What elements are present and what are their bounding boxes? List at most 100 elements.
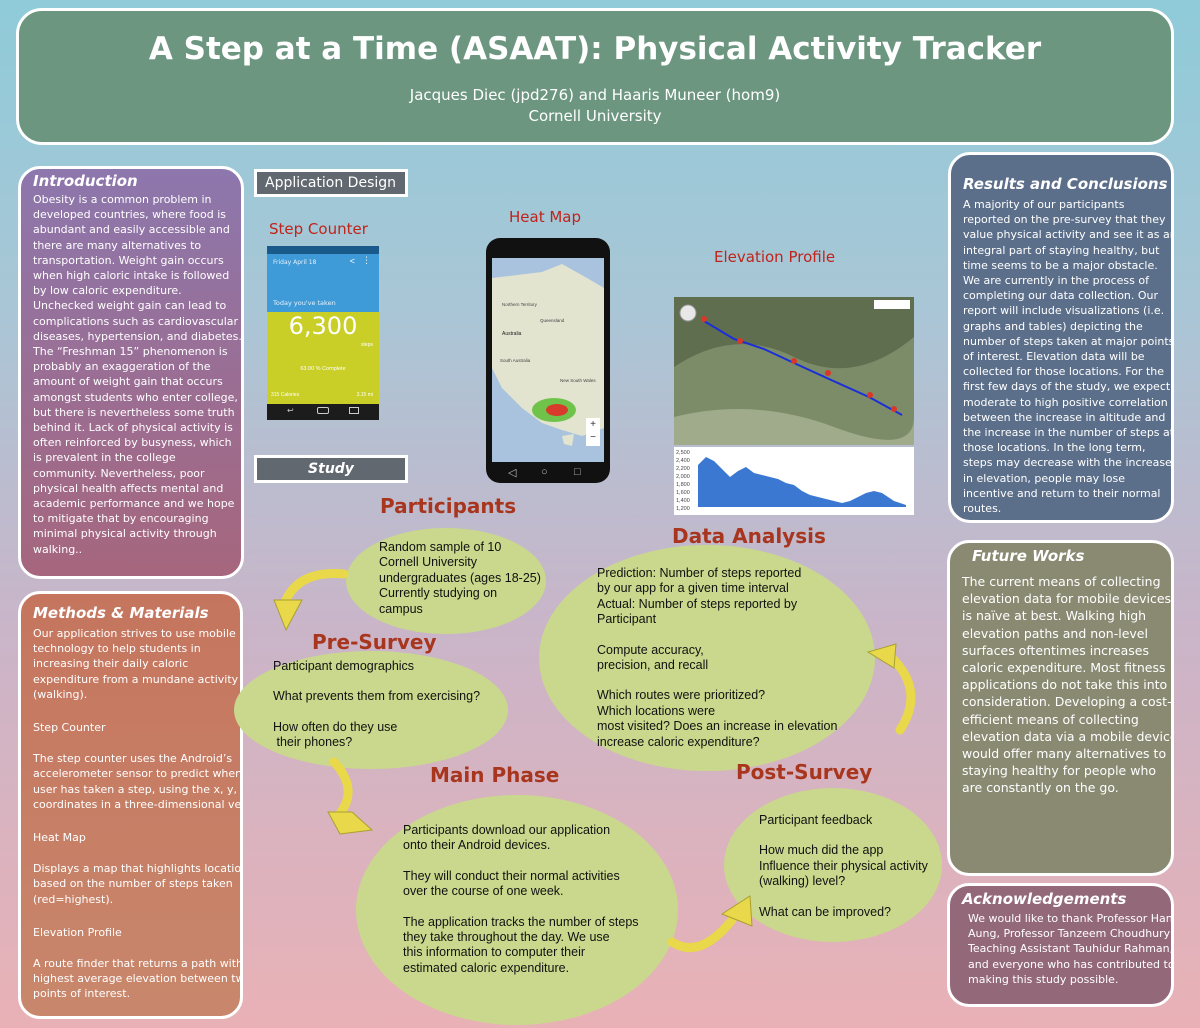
participants-text-line: Currently studying on [379, 586, 498, 601]
introduction-panel: Introduction Obesity is a common problem… [18, 166, 244, 579]
results-body-line: time seems to be a major obstacle. [963, 258, 1158, 272]
terrain-map [674, 297, 914, 445]
presurvey-item: their phones? [273, 735, 353, 750]
results-body-line: routes. [963, 502, 1002, 516]
calories-text: 315 Calories [271, 392, 300, 398]
participants-text: Random sample of 10 Cornell University und… [379, 540, 541, 617]
elevation-ticks-line: 2,200 [676, 466, 690, 472]
results-body-line: first few days of the study, we expect a [963, 380, 1174, 394]
introduction-body-line: developed countries, where food is [33, 208, 227, 222]
results-body: A majority of our participants reported o… [951, 193, 1171, 518]
analysis-line: most visited? Does an increase in elevat… [597, 719, 838, 734]
acknowledgements-body-line: Aung, Professor Tanzeem Choudhury, [968, 927, 1174, 941]
route-markers [701, 316, 897, 412]
participants-text-line: Random sample of 10 [379, 540, 502, 554]
acknowledgements-body-line: We would like to thank Professor Hane [968, 912, 1174, 925]
mainphase-title: Main Phase [430, 763, 560, 787]
results-heading: Results and Conclusions [963, 175, 1168, 193]
australia-map [492, 258, 604, 462]
introduction-body-line: transportation. Weight gain occurs [33, 253, 224, 267]
home-icon: ○ [541, 466, 548, 478]
postsurvey-line: (walking) level? [759, 874, 846, 889]
mainphase-line: over the course of one week. [403, 884, 564, 899]
home-icon [317, 407, 329, 414]
map-label-queensland: Queensland [540, 318, 565, 323]
step-counter-desc-line: accelerometer sensor to predict when the [33, 767, 243, 781]
step-counter-desc-line: coordinates in a three-dimensional vecto… [33, 797, 243, 811]
arrow-participants-to-presurvey [281, 569, 349, 605]
introduction-body-line: but there is nevertheless some truth [33, 405, 235, 419]
elevation-ticks: 2,500 2,400 2,200 2,000 1,800 1,600 1,400 1,200 [676, 449, 690, 513]
heat-map-desc-line: based on the number of steps taken [33, 877, 233, 891]
results-body-line: between the increase in altitude and [963, 410, 1166, 424]
heat-map-desc-line: (red=highest). [33, 892, 114, 906]
introduction-body-line: Obesity is a common problem in [33, 193, 212, 206]
acknowledgements-body: We would like to thank Professor Hane Aun… [950, 908, 1171, 989]
results-body-line: incentive and return to their normal [963, 486, 1161, 500]
introduction-body: Obesity is a common problem in developed … [21, 190, 241, 559]
mainphase-line: The application tracks the number of ste… [403, 914, 639, 929]
elevation-ticks-line: 2,000 [676, 474, 690, 480]
elevation-ticks-line: 2,500 [676, 450, 690, 456]
introduction-body-line: behind it. Lack of physical activity is [33, 421, 233, 435]
heat-map-phone: Northern Territory Queensland Australia … [486, 238, 610, 483]
introduction-body-line: by low caloric expenditure. [33, 284, 182, 298]
analysis-text: Prediction: Number of steps reported by … [597, 566, 837, 750]
arrow-postsurvey-to-analysis [885, 651, 916, 735]
elevation-ticks-line: 2,400 [676, 458, 690, 464]
introduction-body-line: walking.. [33, 542, 83, 556]
elevation-ticks-line: 1,200 [676, 506, 690, 512]
postsurvey-line: What can be improved? [759, 904, 892, 919]
zoom-controls[interactable]: + − [586, 418, 600, 446]
map-label-territory: Northern Territory [502, 302, 537, 307]
acknowledgements-body-line: and everyone who has contributed to [968, 957, 1174, 971]
elevation-route-map [674, 297, 914, 445]
introduction-body-line: when high caloric intake is followed [33, 269, 230, 283]
acknowledgements-heading: Acknowledgements [962, 890, 1127, 908]
analysis-line: Which routes were prioritized? [597, 688, 766, 703]
distance-text: 3.15 mi [356, 392, 373, 398]
mainphase-line: onto their Android devices. [403, 838, 551, 853]
results-body-line: We are currently in the process of [963, 274, 1149, 288]
analysis-ellipse [539, 545, 875, 771]
mainphase-line: this information to computer their [403, 945, 586, 960]
postsurvey-title: Post-Survey [736, 760, 873, 784]
recent-apps-icon [349, 407, 359, 414]
mainphase-line: they take throughout the day. We use [403, 930, 610, 945]
elevation-ticks-line: 1,800 [676, 482, 690, 488]
status-bar [267, 246, 379, 254]
results-body-line: the increase in the number of steps at [963, 426, 1174, 440]
future-works-body-line: elevation data for mobile devices [962, 591, 1172, 607]
introduction-body-line: diseases, hypertension, and diabetes. [33, 329, 242, 343]
results-body-line: completing our data collection. Our [963, 289, 1159, 303]
mainphase-line: They will conduct their normal activitie… [403, 868, 620, 883]
methods-intro-line: technology to help students in [33, 642, 201, 656]
analysis-line: increase caloric expenditure? [597, 734, 760, 749]
analysis-line: Participant [597, 612, 657, 627]
results-body-line: in elevation, people may lose [963, 471, 1125, 485]
future-works-body-line: elevation paths and non-level [962, 625, 1148, 641]
results-body-line: number of steps taken at major points [963, 334, 1174, 348]
results-body-line: value physical activity and see it as an [963, 228, 1174, 242]
introduction-body-line: academic performance and we hope [33, 497, 235, 511]
elevation-area-chart [698, 457, 906, 507]
future-works-body-line: The current means of collecting [962, 574, 1161, 589]
poster-header: A Step at a Time (ASAAT): Physical Activ… [16, 8, 1174, 145]
heat-map-desc: Displays a map that highlights locations… [21, 859, 240, 909]
results-body-line: collected for those locations. For the [963, 365, 1165, 379]
mainphase-line: Participants download our application [403, 823, 611, 837]
future-works-body: The current means of collecting elevation… [950, 565, 1171, 799]
mainphase-line: estimated caloric expenditure. [403, 960, 570, 975]
methods-panel: Methods & Materials Our application stri… [18, 591, 243, 1019]
nav-bar: ↩ [267, 404, 379, 420]
heat-map-label: Heat Map [509, 208, 582, 226]
introduction-body-line: often reinforced by busyness, which [33, 436, 232, 450]
methods-intro-line: (walking). [33, 687, 88, 701]
step-counter-desc-line: user has taken a step, using the x, y, a… [33, 782, 240, 796]
methods-intro: Our application strives to use mobile tec… [21, 622, 240, 704]
step-count: 6,300 [288, 312, 358, 340]
results-body-line: A majority of our participants [963, 198, 1125, 211]
elevation-title: Elevation Profile [33, 925, 122, 939]
methods-intro-line: Our application strives to use mobile [33, 627, 236, 640]
acknowledgements-body-line: making this study possible. [968, 972, 1119, 986]
